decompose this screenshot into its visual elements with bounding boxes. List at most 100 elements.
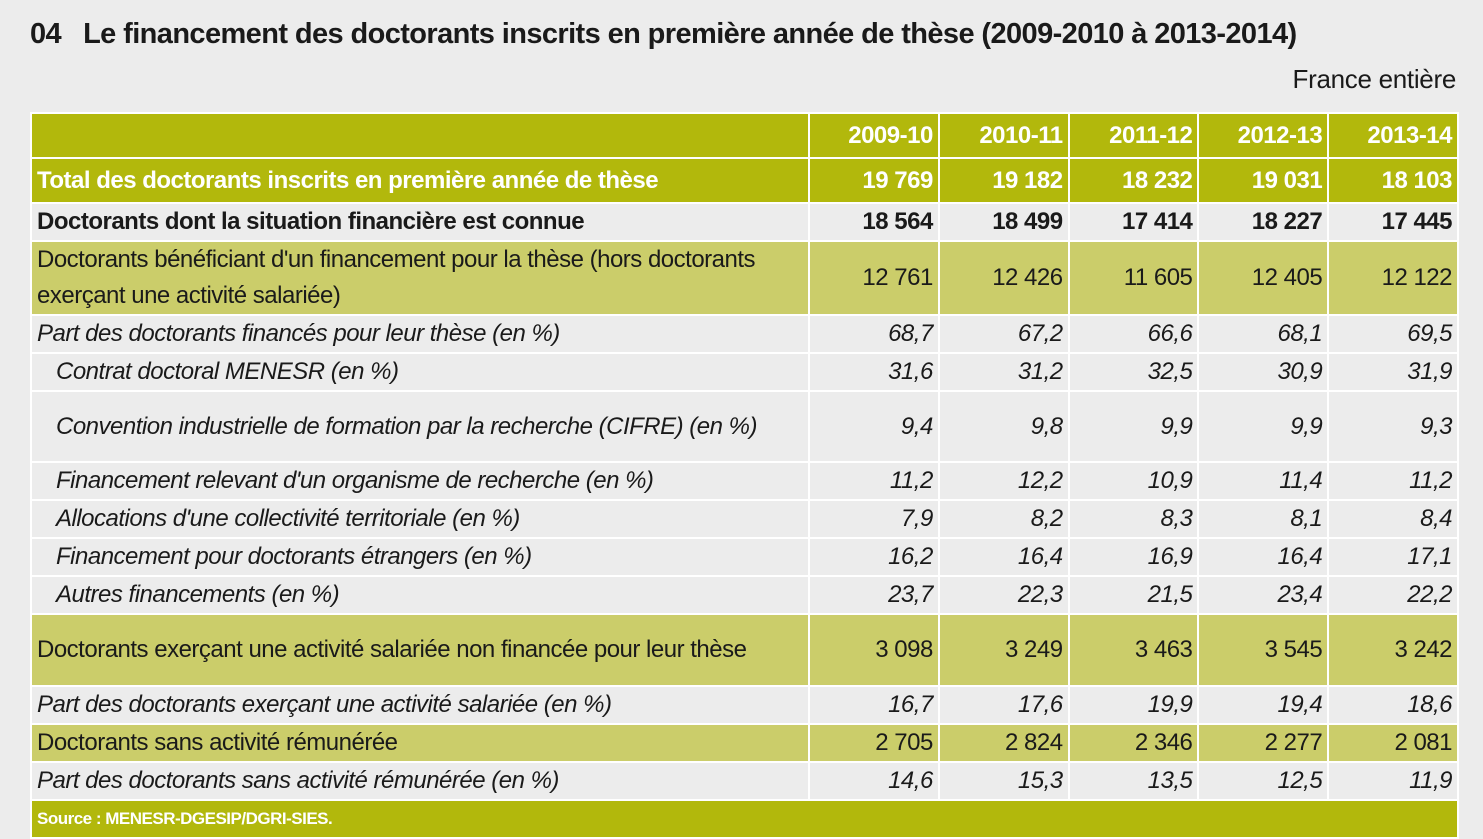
cell-value: 17,6 bbox=[937, 685, 1070, 725]
cell-value: 2 346 bbox=[1067, 723, 1200, 763]
cell-value: 23,4 bbox=[1197, 575, 1330, 615]
scope-label: France entière bbox=[1292, 64, 1457, 94]
cell-value: 8,1 bbox=[1197, 499, 1330, 539]
table-row: Contrat doctoral MENESR (en %) 31,6 31,2 32… bbox=[30, 352, 1459, 392]
cell-value: 11,2 bbox=[1327, 461, 1459, 501]
table-row: Doctorants exerçant une activité salarié… bbox=[30, 613, 1459, 687]
cell-value: 16,2 bbox=[808, 537, 940, 577]
cell-value: 18 227 bbox=[1197, 202, 1330, 242]
cell-value: 10,9 bbox=[1067, 461, 1200, 501]
cell-value: 31,9 bbox=[1327, 352, 1459, 392]
cell-value: 31,2 bbox=[937, 352, 1070, 392]
table-row: Doctorants sans activité rémunérée 2 705 2… bbox=[30, 723, 1459, 763]
cell-value: 31,6 bbox=[808, 352, 940, 392]
cell-value: 12 405 bbox=[1197, 240, 1330, 316]
column-header: 2010-11 bbox=[937, 112, 1070, 159]
cell-value: 14,6 bbox=[808, 761, 940, 801]
cell-value: 16,9 bbox=[1067, 537, 1200, 577]
cell-value: 18 232 bbox=[1067, 157, 1200, 204]
cell-value: 9,4 bbox=[808, 390, 940, 463]
cell-value: 19 769 bbox=[808, 157, 940, 204]
cell-value: 11,4 bbox=[1197, 461, 1330, 501]
cell-value: 9,3 bbox=[1327, 390, 1459, 463]
row-label: Doctorants dont la situation financière … bbox=[30, 202, 810, 242]
cell-value: 12 122 bbox=[1327, 240, 1459, 316]
cell-value: 12 426 bbox=[937, 240, 1070, 316]
row-label: Part des doctorants sans activité rémuné… bbox=[30, 761, 810, 801]
cell-value: 18 499 bbox=[937, 202, 1070, 242]
cell-value: 2 277 bbox=[1197, 723, 1330, 763]
cell-value: 18,6 bbox=[1327, 685, 1459, 725]
cell-value: 19,4 bbox=[1197, 685, 1330, 725]
cell-value: 30,9 bbox=[1197, 352, 1330, 392]
cell-value: 3 545 bbox=[1197, 613, 1330, 687]
table-number: 04 bbox=[30, 18, 62, 50]
cell-value: 69,5 bbox=[1327, 314, 1459, 354]
header-row: 2009-10 2010-11 2011-12 2012-13 2013-14 bbox=[30, 112, 1459, 159]
cell-value: 19,9 bbox=[1067, 685, 1200, 725]
table-row: Doctorants dont la situation financière … bbox=[30, 202, 1459, 242]
cell-value: 32,5 bbox=[1067, 352, 1200, 392]
cell-value: 18 564 bbox=[808, 202, 940, 242]
row-label: Part des doctorants exerçant une activit… bbox=[30, 685, 810, 725]
table-row: Financement pour doctorants étrangers (e… bbox=[30, 537, 1459, 577]
cell-value: 18 103 bbox=[1327, 157, 1459, 204]
row-label: Doctorants bénéficiant d'un financement … bbox=[30, 240, 810, 316]
table-row: Part des doctorants financés pour leur t… bbox=[30, 314, 1459, 354]
table-row: Doctorants bénéficiant d'un financement … bbox=[30, 240, 1459, 316]
title-text: Le financement des doctorants inscrits e… bbox=[83, 18, 1297, 50]
cell-value: 2 824 bbox=[937, 723, 1070, 763]
cell-value: 21,5 bbox=[1067, 575, 1200, 615]
table-row: Autres financements (en %) 23,7 22,3 21,5 23… bbox=[30, 575, 1459, 615]
header-empty bbox=[30, 112, 810, 159]
row-label: Doctorants exerçant une activité salarié… bbox=[30, 613, 810, 687]
cell-value: 11 605 bbox=[1067, 240, 1200, 316]
cell-value: 19 182 bbox=[937, 157, 1070, 204]
row-label: Total des doctorants inscrits en premièr… bbox=[30, 157, 810, 204]
cell-value: 16,7 bbox=[808, 685, 940, 725]
cell-value: 68,1 bbox=[1197, 314, 1330, 354]
cell-value: 9,9 bbox=[1197, 390, 1330, 463]
cell-value: 16,4 bbox=[1197, 537, 1330, 577]
page-title: 04 Le financement des doctorants inscrits… bbox=[30, 18, 1297, 51]
cell-value: 8,3 bbox=[1067, 499, 1200, 539]
cell-value: 17 445 bbox=[1327, 202, 1459, 242]
column-header: 2013-14 bbox=[1327, 112, 1459, 159]
row-label: Financement relevant d'un organisme de r… bbox=[30, 461, 810, 501]
cell-value: 3 098 bbox=[808, 613, 940, 687]
row-label: Financement pour doctorants étrangers (e… bbox=[30, 537, 810, 577]
cell-value: 16,4 bbox=[937, 537, 1070, 577]
column-header: 2011-12 bbox=[1067, 112, 1200, 159]
cell-value: 68,7 bbox=[808, 314, 940, 354]
cell-value: 8,2 bbox=[937, 499, 1070, 539]
cell-value: 19 031 bbox=[1197, 157, 1330, 204]
cell-value: 17,1 bbox=[1327, 537, 1459, 577]
table-row: Financement relevant d'un organisme de r… bbox=[30, 461, 1459, 501]
cell-value: 12 761 bbox=[808, 240, 940, 316]
cell-value: 67,2 bbox=[937, 314, 1070, 354]
cell-value: 9,8 bbox=[937, 390, 1070, 463]
row-label: Autres financements (en %) bbox=[30, 575, 810, 615]
financing-table: 2009-10 2010-11 2011-12 2012-13 2013-14 … bbox=[30, 112, 1459, 839]
table-row: Convention industrielle de formation par… bbox=[30, 390, 1459, 463]
cell-value: 66,6 bbox=[1067, 314, 1200, 354]
table-row: Allocations d'une collectivité territori… bbox=[30, 499, 1459, 539]
cell-value: 22,3 bbox=[937, 575, 1070, 615]
cell-value: 23,7 bbox=[808, 575, 940, 615]
cell-value: 12,2 bbox=[937, 461, 1070, 501]
source-note: Source : MENESR-DGESIP/DGRI-SIES. bbox=[30, 799, 1459, 839]
cell-value: 13,5 bbox=[1067, 761, 1200, 801]
cell-value: 2 705 bbox=[808, 723, 940, 763]
cell-value: 17 414 bbox=[1067, 202, 1200, 242]
cell-value: 3 463 bbox=[1067, 613, 1200, 687]
table-row: Total des doctorants inscrits en premièr… bbox=[30, 157, 1459, 204]
cell-value: 3 242 bbox=[1327, 613, 1459, 687]
cell-value: 15,3 bbox=[937, 761, 1070, 801]
cell-value: 11,2 bbox=[808, 461, 940, 501]
row-label: Part des doctorants financés pour leur t… bbox=[30, 314, 810, 354]
cell-value: 22,2 bbox=[1327, 575, 1459, 615]
table-row: Part des doctorants sans activité rémuné… bbox=[30, 761, 1459, 801]
table-row: Part des doctorants exerçant une activit… bbox=[30, 685, 1459, 725]
cell-value: 12,5 bbox=[1197, 761, 1330, 801]
row-label: Contrat doctoral MENESR (en %) bbox=[30, 352, 810, 392]
